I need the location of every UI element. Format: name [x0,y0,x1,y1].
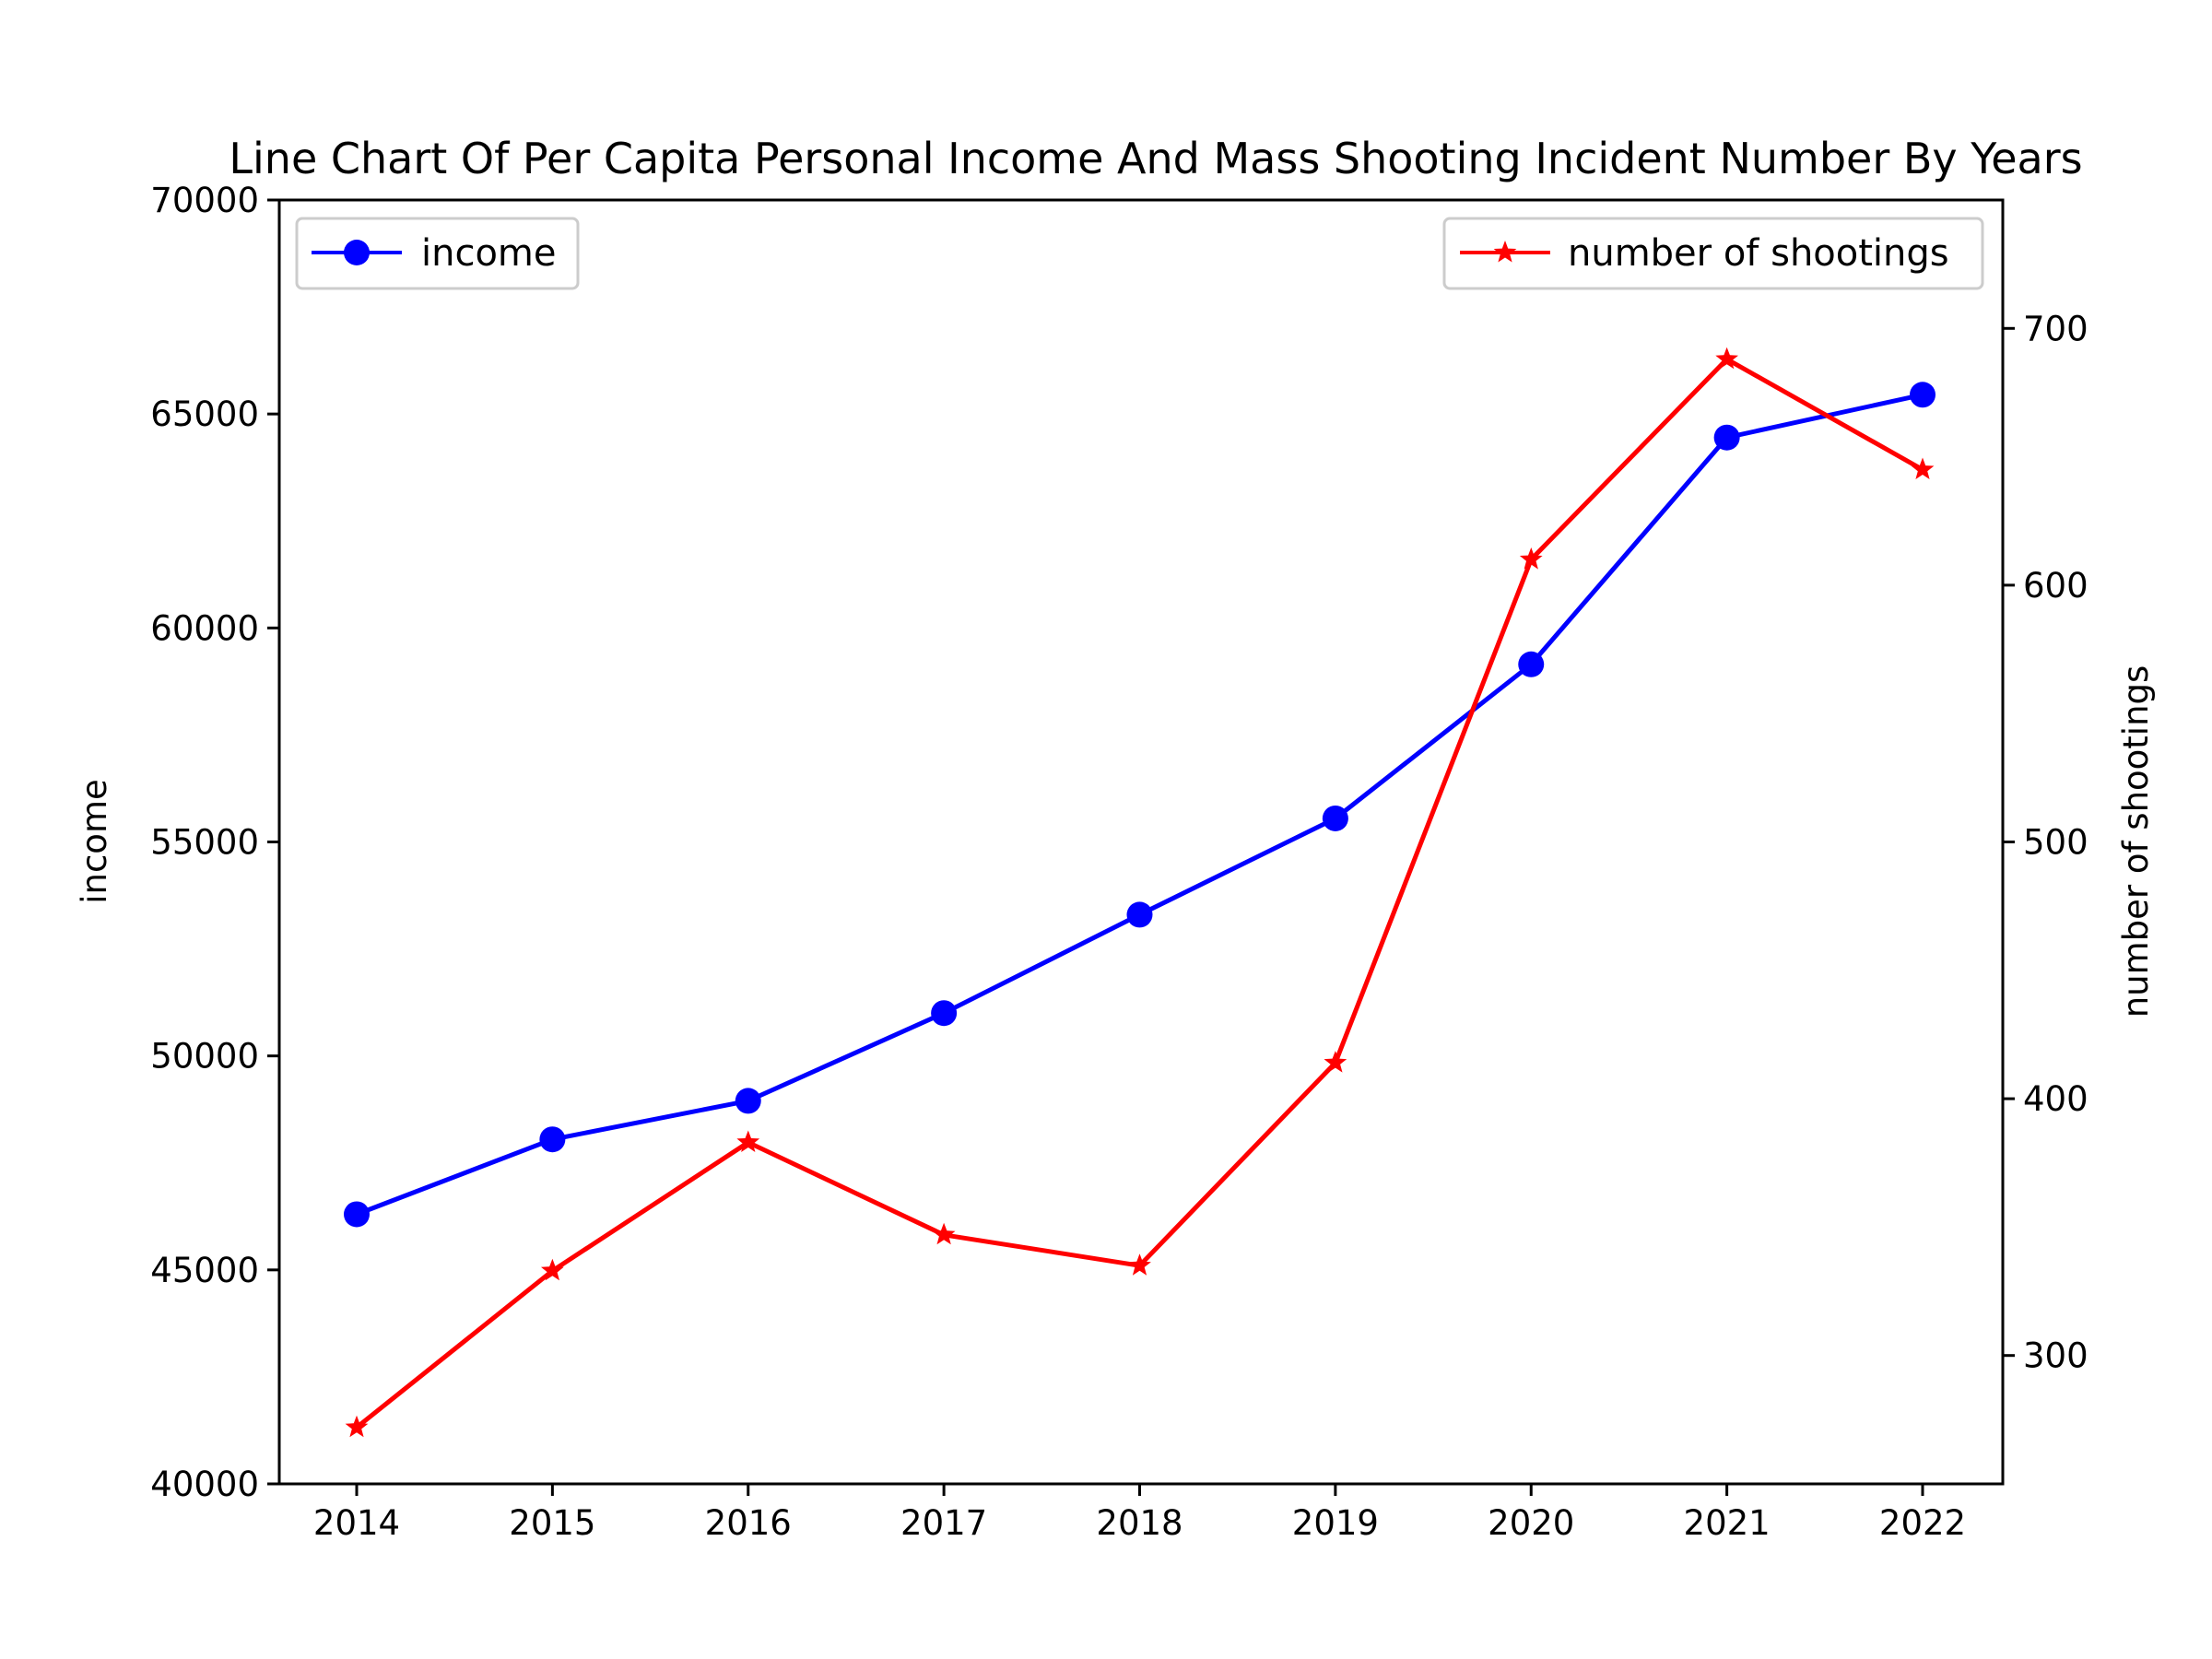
data-point [1713,424,1740,451]
data-point [931,1000,958,1027]
x-tick-label: 2018 [1096,1503,1182,1543]
data-point [1128,1253,1151,1276]
legend-shootings-label: number of shootings [1568,232,1949,275]
x-tick-label: 2014 [313,1503,400,1543]
series-number-of-shootings [345,347,1935,1438]
legend-shootings-marker [1493,241,1517,263]
x-tick-label: 2022 [1879,1503,1966,1543]
chart-title: Line Chart Of Per Capita Personal Income… [229,134,2082,183]
data-point [344,1201,370,1228]
right-y-tick-label: 700 [2023,309,2088,348]
left-y-tick-label: 50000 [150,1037,259,1077]
data-point [1324,1051,1347,1073]
x-tick-label: 2016 [705,1503,792,1543]
legend-income: income [295,217,580,290]
left-y-tick-label: 45000 [150,1251,259,1290]
legend-income-marker [344,240,370,265]
data-point [541,1258,564,1281]
x-tick-label: 2021 [1684,1503,1771,1543]
data-point [1126,901,1153,928]
series-layer [344,347,1936,1438]
right-y-tick-label: 500 [2023,823,2088,863]
right-axis-label: number of shootings [2116,665,2156,1018]
right-y-tick-label: 600 [2023,566,2088,606]
legend-income-box [295,217,580,290]
left-y-tick-label: 40000 [150,1465,259,1504]
right-y-tick-label: 300 [2023,1336,2088,1376]
series-income [344,382,1936,1228]
x-tick-label: 2017 [900,1503,987,1543]
x-tick-label: 2015 [509,1503,595,1543]
x-tick-label: 2020 [1488,1503,1574,1543]
data-point [735,1088,761,1114]
left-y-tick-label: 65000 [150,394,259,434]
data-point [1518,651,1545,677]
ticks-layer: 2014 2015 2016 2017 2018 2019 2020 2021 2022 4000… [150,181,2088,1543]
data-point [736,1130,760,1152]
left-y-tick-label: 70000 [150,181,259,220]
data-point [539,1126,566,1153]
left-y-tick-label: 55000 [150,823,259,863]
data-point [1911,457,1935,479]
data-point [932,1222,956,1245]
data-point [1322,805,1348,831]
data-point [1910,382,1936,408]
legend-income-label: income [421,232,557,275]
legend-number-of-shootings: number of shootings [1442,217,1984,290]
right-y-tick-label: 400 [2023,1079,2088,1119]
data-point [1519,547,1543,570]
x-tick-label: 2019 [1292,1503,1379,1543]
data-point [1715,347,1738,370]
data-point [345,1415,369,1438]
legend-shootings-box [1442,217,1984,290]
left-y-tick-label: 60000 [150,608,259,648]
left-axis-label: income [75,779,114,904]
